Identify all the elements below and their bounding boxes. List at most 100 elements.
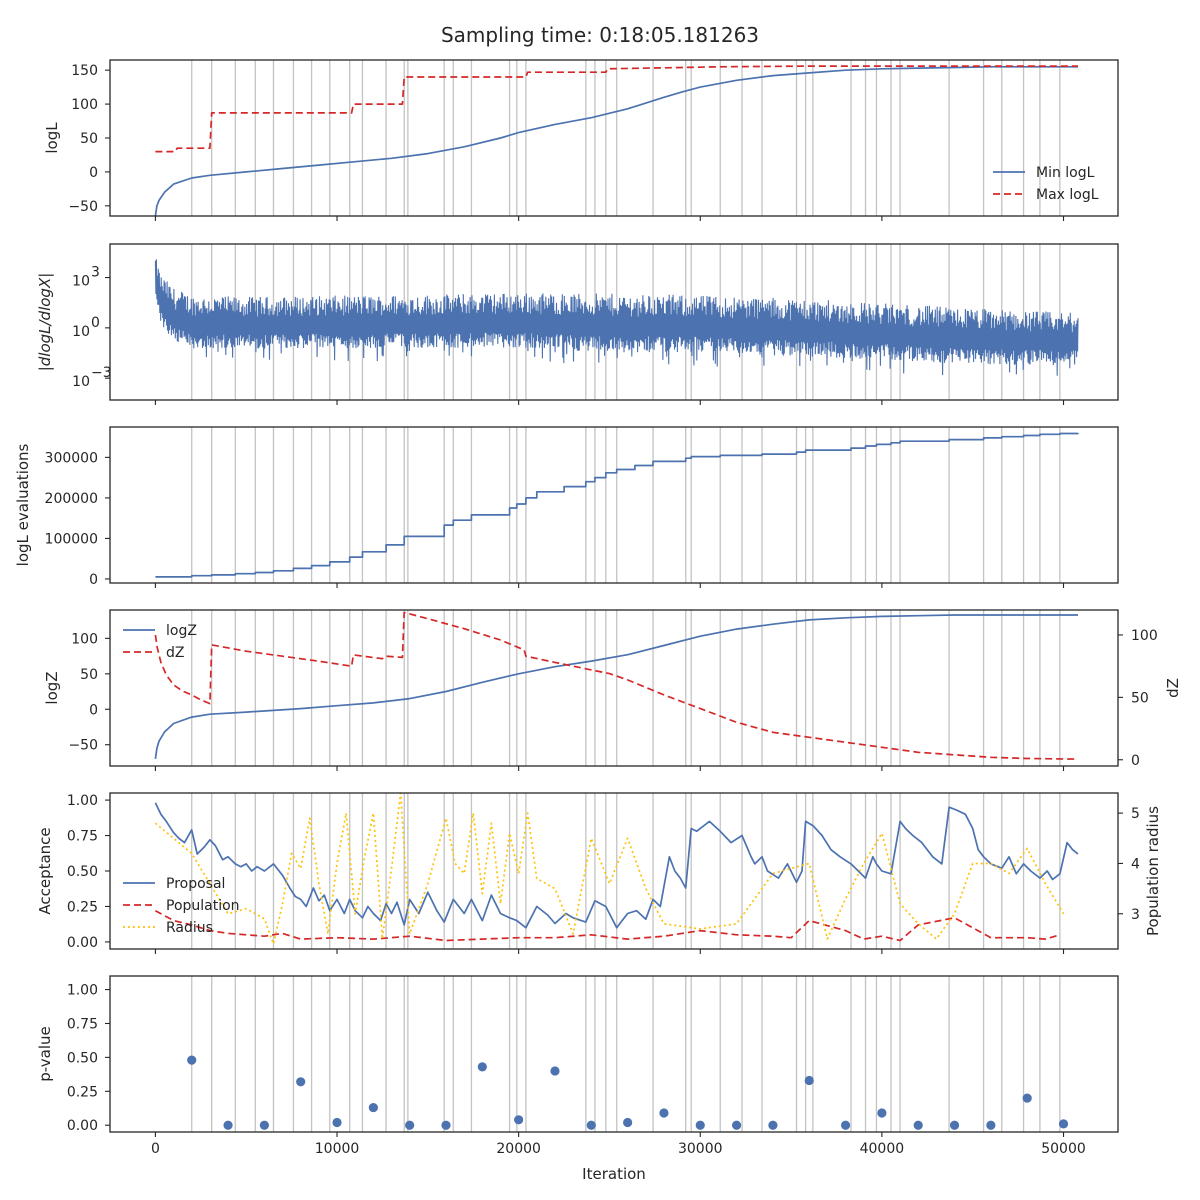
- series-line: [154, 614, 1078, 760]
- scatter-point: [477, 1062, 487, 1072]
- panel-acceptance: 0.00 0.25 0.50 0.75 1.00 3 4 5 Acceptance Populat…: [36, 792, 1162, 954]
- x-axis-label: Iteration: [582, 1165, 646, 1183]
- y-tick-label: 0.00: [67, 1118, 98, 1134]
- y-tick-label: 0: [89, 165, 98, 181]
- axes-frame: [109, 609, 1119, 767]
- legend-label: Population: [166, 898, 240, 914]
- y-tick-label: 0.75: [67, 829, 98, 845]
- x-tick-label: 30000: [678, 1141, 723, 1157]
- legend-label: Proposal: [166, 876, 225, 892]
- legend-label: Radius: [166, 920, 213, 936]
- series-line: [154, 792, 1065, 945]
- axes-frame: [109, 975, 1119, 1133]
- scatter-point: [1022, 1093, 1032, 1103]
- y-axis-label: p-value: [36, 1026, 54, 1082]
- scatter-point: [550, 1066, 560, 1076]
- scatter-point: [586, 1120, 596, 1130]
- axes-frame: [109, 59, 1119, 217]
- scatter-point: [695, 1120, 705, 1130]
- axes-frame: [109, 426, 1119, 584]
- y-tick-label: 0.25: [67, 1084, 98, 1100]
- scatter-point: [514, 1115, 524, 1125]
- y-tick-label: 10: [72, 374, 90, 390]
- y-tick-exponent: 3: [91, 265, 100, 281]
- scatter-point: [877, 1108, 887, 1118]
- panel-logZ: −50 0 50 100 0 50 100 logZ dZ logZ dZ: [43, 609, 1182, 771]
- scatter-point: [986, 1120, 996, 1130]
- scatter-point: [368, 1102, 378, 1113]
- series-line: [154, 802, 1079, 929]
- x-tick-label: 20000: [496, 1141, 541, 1157]
- y-tick-label: 1.00: [67, 793, 98, 809]
- y-tick-label: 50: [80, 131, 98, 147]
- scatter-point: [768, 1120, 778, 1130]
- y-right-tick-label: 50: [1131, 690, 1149, 706]
- series-line: [154, 259, 1079, 376]
- y-tick-label: 0.75: [67, 1016, 98, 1032]
- scatter-point: [623, 1117, 633, 1128]
- scatter-point: [223, 1120, 233, 1130]
- y-tick-label: 100: [71, 631, 98, 647]
- scatter-point: [296, 1077, 306, 1087]
- y-right-tick-label: 3: [1131, 907, 1140, 923]
- scatter-point: [913, 1120, 923, 1130]
- y-tick-label: 100: [71, 97, 98, 113]
- scatter-point: [405, 1120, 415, 1130]
- scatter-point: [804, 1075, 814, 1086]
- y-tick-label: −50: [68, 199, 98, 215]
- y-tick-label: 0: [89, 572, 98, 588]
- y-axis-label: logL evaluations: [14, 443, 32, 566]
- y-tick-exponent: −3: [91, 365, 112, 381]
- scatter-point: [949, 1120, 960, 1130]
- y-tick-label: 150: [71, 63, 98, 79]
- y-tick-label: 0.50: [67, 864, 98, 880]
- y-tick-label: 200000: [45, 491, 98, 507]
- figure-title: Sampling time: 0:18:05.181263: [441, 23, 759, 47]
- axes-frame: [109, 243, 1119, 401]
- scatter-point: [731, 1120, 742, 1130]
- x-tick-label: 40000: [860, 1141, 905, 1157]
- series-line: [155, 432, 1079, 578]
- legend-label: Min logL: [1036, 165, 1095, 181]
- x-tick-label: 50000: [1041, 1141, 1086, 1157]
- scatter-point: [259, 1120, 269, 1130]
- y-axis-label: logL: [43, 122, 61, 154]
- x-tick-label: 10000: [315, 1141, 360, 1157]
- series-line: [154, 65, 1078, 217]
- y-right-tick-label: 100: [1131, 628, 1158, 644]
- y-tick-label: −50: [68, 738, 98, 754]
- y-axis-label: Population radius: [1144, 806, 1162, 936]
- y-tick-label: 0.50: [67, 1050, 98, 1066]
- y-tick-label: 10: [72, 274, 90, 290]
- y-right-tick-label: 5: [1131, 806, 1140, 822]
- y-tick-label: 1.00: [67, 983, 98, 999]
- y-axis-label: Acceptance: [36, 827, 54, 914]
- y-tick-exponent: 0: [91, 315, 100, 331]
- y-tick-label: 0: [89, 702, 98, 718]
- y-right-tick-label: 4: [1131, 856, 1140, 872]
- legend-label: logZ: [166, 623, 197, 639]
- y-tick-label: 0.25: [67, 899, 98, 915]
- scatter-point: [659, 1108, 669, 1118]
- series-line: [154, 909, 1061, 942]
- y-tick-label: 0.00: [67, 935, 98, 951]
- y-axis-label: |dlogL/dlogX|: [36, 273, 54, 372]
- scatter-point: [1058, 1119, 1069, 1129]
- legend-label: Max logL: [1036, 187, 1099, 203]
- y-axis-label: dZ: [1164, 678, 1182, 698]
- panel-logL: −50 0 50 100 150 logL Min logL Max logL: [43, 59, 1119, 221]
- scatter-point: [187, 1055, 197, 1065]
- y-tick-label: 50: [80, 667, 98, 683]
- y-tick-label: 100000: [45, 531, 98, 547]
- scatter-point: [441, 1120, 451, 1130]
- scatter-point: [332, 1117, 342, 1128]
- scatter-point: [840, 1120, 851, 1130]
- y-tick-label: 300000: [45, 450, 98, 466]
- y-right-tick-label: 0: [1131, 753, 1140, 769]
- series-line: [155, 65, 1078, 153]
- y-axis-label: logZ: [43, 671, 61, 704]
- panel-logL-evaluations: 0 100000 200000 300000 logL evaluations: [14, 426, 1119, 588]
